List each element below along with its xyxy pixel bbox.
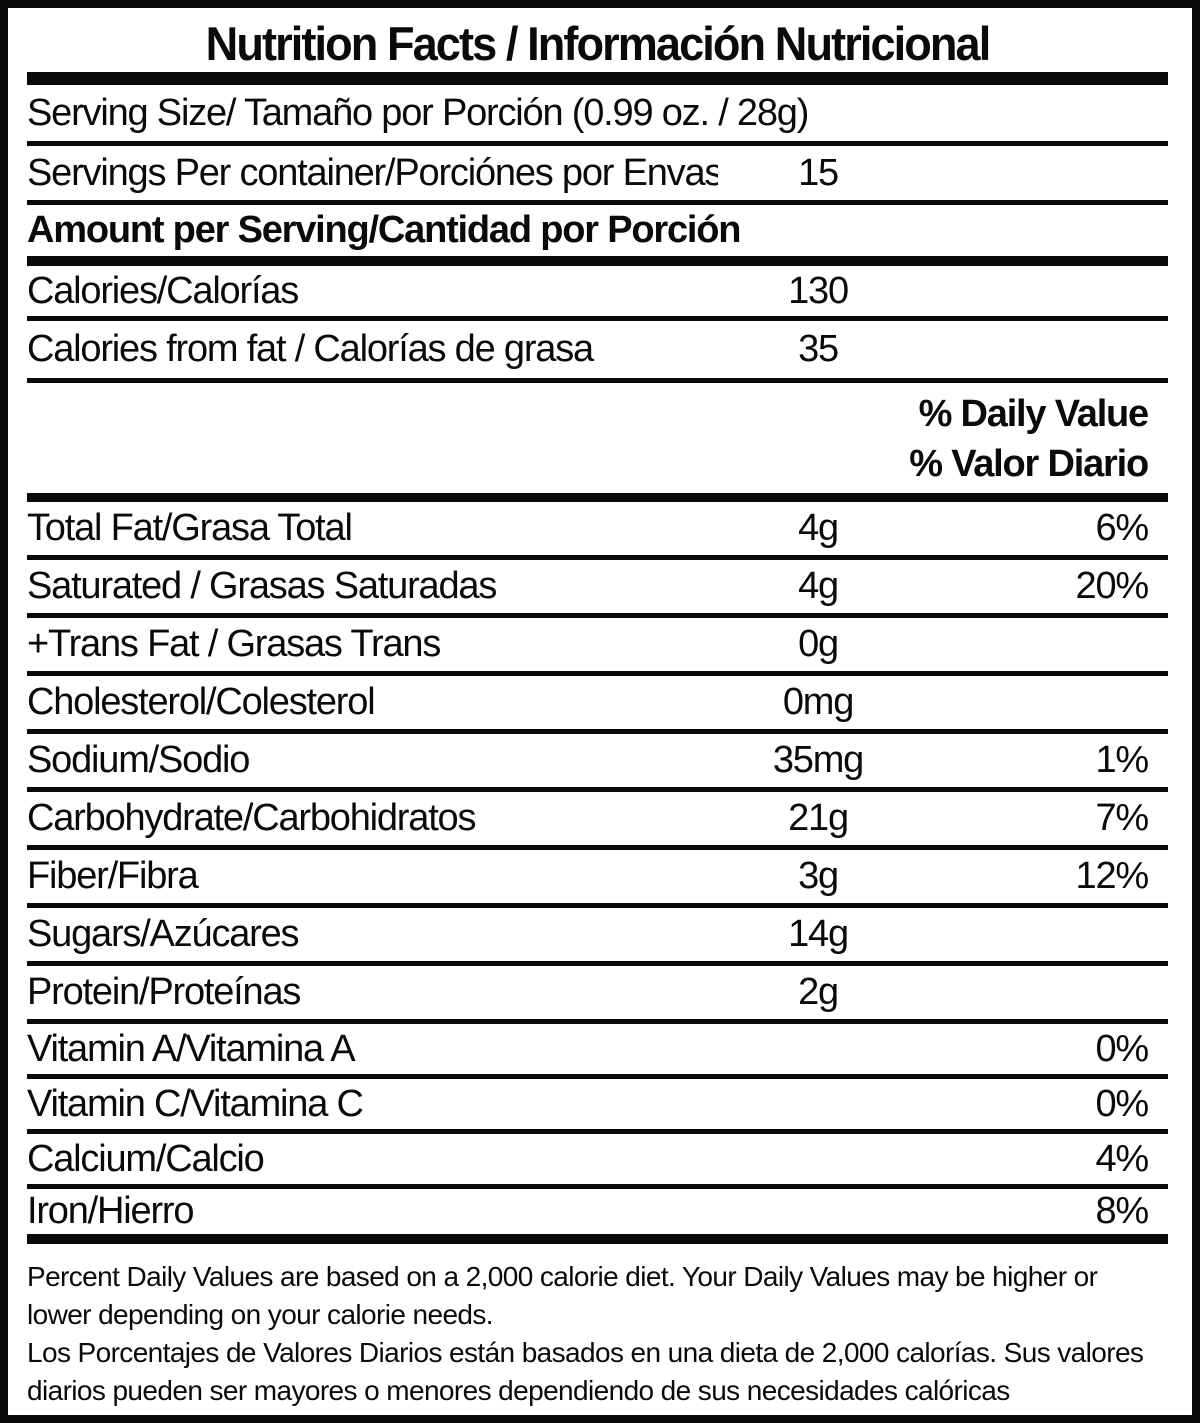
vitamin-a-row: Vitamin A/Vitamina A 0% <box>27 1024 1168 1079</box>
daily-value-header-en: % Daily Value <box>918 392 1150 435</box>
label-content: Nutrition Facts / Información Nutriciona… <box>8 8 1192 1415</box>
calcium-dv: 4% <box>1095 1137 1149 1180</box>
sodium-row: Sodium/Sodio 35mg 1% <box>27 734 1168 792</box>
calcium-row: Calcium/Calcio 4% <box>27 1134 1168 1189</box>
sugars-row: Sugars/Azúcares 14g <box>27 908 1168 966</box>
sodium-label: Sodium/Sodio <box>27 739 250 781</box>
servings-per-container-row: Servings Per container/Porciónes por Env… <box>27 146 1168 205</box>
sugars-amount: 14g <box>788 913 849 955</box>
iron-label: Iron/Hierro <box>27 1190 195 1232</box>
footnote-english: Percent Daily Values are based on a 2,00… <box>27 1261 1098 1330</box>
vitamin-a-label: Vitamin A/Vitamina A <box>27 1027 356 1070</box>
vitamin-a-dv: 0% <box>1095 1027 1149 1070</box>
label-title: Nutrition Facts / Información Nutriciona… <box>205 17 992 70</box>
saturated-fat-dv: 20% <box>1075 565 1150 607</box>
protein-amount: 2g <box>798 971 839 1013</box>
carbohydrate-row: Carbohydrate/Carbohidratos 21g 7% <box>27 792 1168 850</box>
calories-label: Calories/Calorías <box>27 269 299 312</box>
iron-dv: 8% <box>1095 1190 1149 1232</box>
sugars-label: Sugars/Azúcares <box>27 913 300 955</box>
servings-per-container-value: 15 <box>798 151 839 194</box>
cholesterol-amount: 0mg <box>782 681 855 723</box>
sodium-amount: 35mg <box>772 739 864 781</box>
fiber-label: Fiber/Fibra <box>27 855 199 897</box>
daily-value-header-es: % Valor Diario <box>909 442 1149 485</box>
trans-fat-label: +Trans Fat / Grasas Trans <box>27 623 441 665</box>
cholesterol-label: Cholesterol/Colesterol <box>27 681 376 723</box>
saturated-fat-label: Saturated / Grasas Saturadas <box>27 565 497 607</box>
daily-value-divider-bar <box>27 493 1168 502</box>
cholesterol-row: Cholesterol/Colesterol 0mg <box>27 676 1168 734</box>
carbohydrate-amount: 21g <box>788 797 849 839</box>
footnote-spanish: Los Porcentajes de Valores Diarios están… <box>27 1337 1144 1406</box>
footnote: Percent Daily Values are based on a 2,00… <box>27 1244 1168 1410</box>
fiber-amount: 3g <box>798 855 839 897</box>
amount-per-serving-row: Amount per Serving/Cantidad por Porción <box>27 205 1168 266</box>
calories-row: Calories/Calorías 130 <box>27 266 1168 321</box>
total-fat-label: Total Fat/Grasa Total <box>27 507 353 549</box>
protein-row: Protein/Proteínas 2g <box>27 966 1168 1024</box>
saturated-fat-amount: 4g <box>798 565 839 607</box>
trans-fat-row: +Trans Fat / Grasas Trans 0g <box>27 618 1168 676</box>
iron-row: Iron/Hierro 8% <box>27 1189 1168 1244</box>
carbohydrate-dv: 7% <box>1095 797 1149 839</box>
servings-per-container-label: Servings Per container/Porciónes por Env… <box>27 151 718 194</box>
title-divider-bar <box>27 72 1168 85</box>
total-fat-amount: 4g <box>798 507 839 549</box>
vitamin-c-row: Vitamin C/Vitamina C 0% <box>27 1079 1168 1134</box>
serving-size-label: Serving Size/ Tamaño por Porción (0.99 o… <box>27 91 809 134</box>
total-fat-row: Total Fat/Grasa Total 4g 6% <box>27 502 1168 560</box>
serving-size-row: Serving Size/ Tamaño por Porción (0.99 o… <box>27 85 1168 146</box>
fiber-row: Fiber/Fibra 3g 12% <box>27 850 1168 908</box>
vitamin-c-dv: 0% <box>1095 1082 1149 1125</box>
calories-from-fat-value: 35 <box>798 328 839 370</box>
calories-value: 130 <box>788 269 849 312</box>
total-fat-dv: 6% <box>1095 507 1149 549</box>
trans-fat-amount: 0g <box>798 623 839 665</box>
vitamin-c-label: Vitamin C/Vitamina C <box>27 1082 364 1125</box>
carbohydrate-label: Carbohydrate/Carbohidratos <box>27 797 476 839</box>
calcium-label: Calcium/Calcio <box>27 1137 265 1180</box>
daily-value-header: % Daily Value % Valor Diario <box>27 383 1168 493</box>
calories-from-fat-label: Calories from fat / Calorías de grasa <box>27 328 594 370</box>
sodium-dv: 1% <box>1095 739 1149 781</box>
protein-label: Protein/Proteínas <box>27 971 301 1013</box>
saturated-fat-row: Saturated / Grasas Saturadas 4g 20% <box>27 560 1168 618</box>
calories-from-fat-row: Calories from fat / Calorías de grasa 35 <box>27 321 1168 383</box>
amount-per-serving-label: Amount per Serving/Cantidad por Porción <box>27 209 741 251</box>
fiber-dv: 12% <box>1075 855 1150 897</box>
